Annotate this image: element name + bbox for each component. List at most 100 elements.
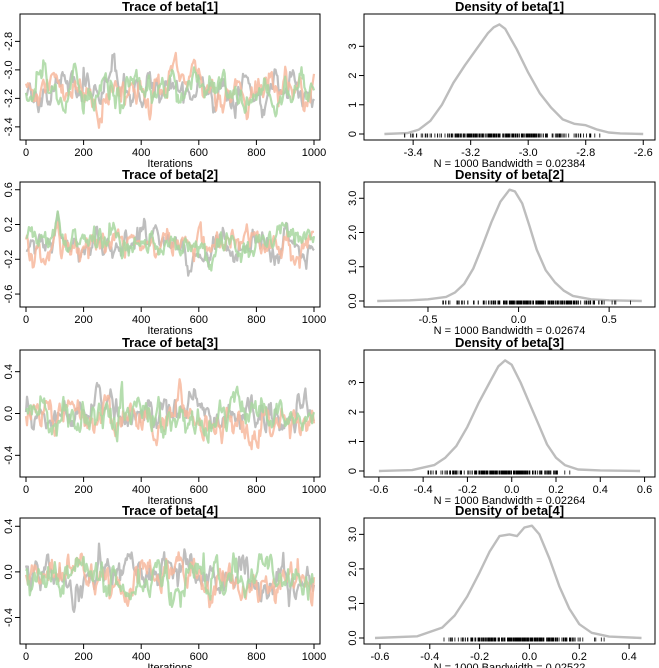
plot-area	[377, 190, 642, 305]
plot-area	[379, 360, 640, 474]
x-tick-label: 0.5	[601, 314, 616, 326]
y-tick-label: 3	[347, 379, 359, 385]
x-tick-label: -2.6	[634, 147, 653, 159]
plot-title: Trace of beta[3]	[122, 335, 218, 350]
rug-marks	[443, 301, 631, 305]
y-axis: 0.0 1.0 2.0 3.0	[347, 191, 364, 309]
trace-line-chain-1	[26, 54, 314, 118]
plot-title: Density of beta[2]	[455, 167, 564, 182]
x-tick-label: 0	[23, 314, 29, 326]
trace-plot-1: Trace of beta[1]0 200 400 600 800 1000-3.4-3.…	[3, 0, 326, 170]
plot-title: Density of beta[3]	[455, 335, 564, 350]
x-tick-label: 0	[23, 484, 29, 496]
y-tick-label: -0.2	[3, 250, 15, 269]
y-axis: -0.6 -0.2 0.2 0.6	[3, 182, 20, 303]
trace-plot-3: Trace of beta[3]0 200 400 600 800 1000-0.40.0…	[3, 335, 326, 507]
x-tick-label: -0.4	[414, 484, 433, 496]
x-tick-label: 200	[74, 484, 92, 496]
y-axis: -3.4 -3.2 -3.0 -2.8	[3, 32, 20, 136]
y-tick-label: 3.0	[347, 191, 359, 206]
y-tick-label: 2	[347, 409, 359, 415]
mcmc-diagnostics-figure: Trace of beta[1]0 200 400 600 800 1000-3.4-3.…	[0, 0, 659, 668]
x-axis: 0 200 400 600 800 1000	[23, 477, 326, 496]
plot-area	[384, 24, 643, 137]
x-tick-label: 0.4	[593, 484, 608, 496]
x-tick-label: -0.6	[370, 651, 389, 663]
y-tick-label: -0.4	[3, 446, 15, 465]
x-tick-label: 200	[74, 651, 92, 663]
plot-area	[375, 526, 642, 642]
y-tick-label: 0	[347, 468, 359, 474]
y-tick-label: -0.6	[3, 285, 15, 304]
density-plot-4: Density of beta[4] -0.6 -0.4 -0.2 0.0 0.2 0.4 0…	[347, 503, 655, 668]
y-axis: 0.0 1.0 2.0 3.0	[347, 527, 364, 646]
x-tick-label: -3.4	[404, 147, 423, 159]
y-tick-label: 0.0	[347, 630, 359, 645]
plot-frame	[364, 518, 655, 644]
y-tick-label: 3.0	[347, 527, 359, 542]
y-tick-label: 2.0	[347, 561, 359, 576]
x-axis: 0 200 400 600 800 1000	[23, 140, 326, 159]
plot-frame	[364, 14, 655, 140]
y-tick-label: 0.2	[3, 217, 15, 232]
plot-frame	[364, 350, 655, 477]
x-tick-label: 1000	[302, 651, 326, 663]
density-plot-1: Density of beta[1]-3.4 -3.2 -3.0 -2.8 -2.601…	[347, 0, 655, 170]
rug-marks	[405, 134, 600, 138]
y-tick-label: -3.0	[3, 60, 15, 79]
y-axis: -0.4 0.0 0.4	[3, 519, 20, 627]
rug-marks	[444, 638, 604, 642]
plot-title: Density of beta[1]	[455, 0, 564, 14]
density-curve	[379, 360, 640, 471]
x-axis-label: Iterations	[147, 662, 193, 668]
x-axis: -0.5 0.0 0.5	[418, 307, 616, 326]
x-tick-label: 200	[74, 147, 92, 159]
density-curve	[375, 526, 642, 638]
density-subtitle: N = 1000 Bandwidth = 0.02522	[434, 662, 586, 668]
plot-area	[26, 379, 314, 449]
x-tick-label: 0	[23, 651, 29, 663]
x-axis: -0.6 -0.4 -0.2 0.0 0.2 0.4 0.6	[369, 477, 652, 496]
plot-title: Density of beta[4]	[455, 503, 564, 518]
y-tick-label: 0.4	[3, 364, 15, 379]
x-tick-label: 0.4	[621, 651, 636, 663]
y-tick-label: -0.4	[3, 608, 15, 627]
y-tick-label: 1.0	[347, 596, 359, 611]
x-tick-label: 0.6	[637, 484, 652, 496]
density-curve	[377, 190, 642, 301]
x-tick-label: 800	[247, 147, 265, 159]
x-axis: -3.4 -3.2 -3.0 -2.8 -2.6	[404, 140, 653, 159]
x-tick-label: 1000	[302, 314, 326, 326]
y-tick-label: 2.0	[347, 225, 359, 240]
x-axis: 0 200 400 600 800 1000	[23, 644, 326, 663]
x-tick-label: 1000	[302, 484, 326, 496]
x-tick-label: 0	[23, 147, 29, 159]
y-axis: 0 1 2 3	[347, 43, 364, 137]
y-tick-label: -3.2	[3, 89, 15, 108]
density-plot-2: Density of beta[2] -0.5 0.0 0.5 0.0 1.0 2.0 3.0…	[347, 167, 655, 337]
y-axis: -0.40.00.4	[3, 364, 20, 465]
plot-frame	[364, 182, 655, 307]
x-tick-label: -0.6	[369, 484, 388, 496]
y-tick-label: 2	[347, 72, 359, 78]
x-axis: 0 200 400 600 800 1000	[23, 307, 326, 326]
y-tick-label: 1	[347, 438, 359, 444]
density-curve	[384, 24, 643, 134]
y-axis: 0 1 2 3	[347, 379, 364, 474]
y-tick-label: -2.8	[3, 32, 15, 51]
y-tick-label: -3.4	[3, 117, 15, 136]
plot-area	[26, 544, 314, 612]
y-tick-label: 0.6	[3, 182, 15, 197]
y-tick-label: 3	[347, 43, 359, 49]
plot-title: Trace of beta[4]	[122, 503, 218, 518]
trace-plot-2: Trace of beta[2]0 200 400 600 800 1000-0.6-0.…	[3, 167, 326, 337]
y-tick-label: 1.0	[347, 259, 359, 274]
x-tick-label: 800	[247, 314, 265, 326]
x-tick-label: 1000	[302, 147, 326, 159]
trace-plot-4: Trace of beta[4]0 200 400 600 800 1000-0.40.0…	[3, 503, 326, 668]
y-tick-label: 0.4	[3, 519, 15, 534]
y-tick-label: 0.0	[3, 564, 15, 579]
plot-area	[26, 211, 314, 275]
y-tick-label: 1	[347, 102, 359, 108]
x-tick-label: 200	[74, 314, 92, 326]
